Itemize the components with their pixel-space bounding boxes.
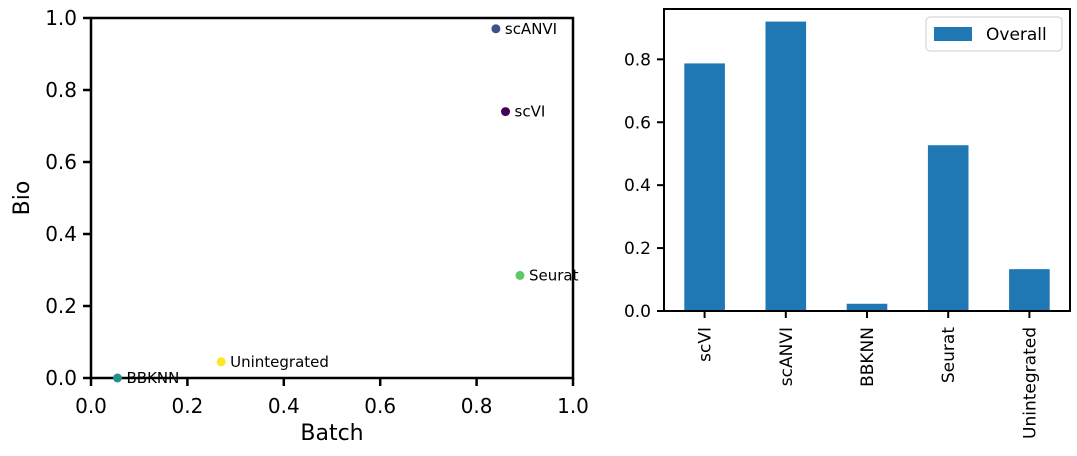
- bar-unintegrated: [1009, 269, 1050, 311]
- scatter-point-label: scVI: [515, 103, 546, 121]
- bar-bbknn: [846, 303, 888, 311]
- bar-x-tick-label: BBKNN: [858, 327, 878, 387]
- scatter-y-tick-label: 0.6: [45, 150, 77, 174]
- bar-y-tick-label: 0.2: [624, 239, 651, 259]
- legend: Overall: [925, 16, 1063, 52]
- scatter-y-tick-label: 0.4: [45, 222, 77, 246]
- bar-x-tick-label: Unintegrated: [1020, 327, 1040, 439]
- scatter-y-tick-label: 0.8: [45, 78, 77, 102]
- bar-x-tick-label: Seurat: [939, 327, 959, 383]
- scatter-x-tick-label: 0.2: [171, 394, 203, 418]
- scatter-y-tick-label: 0.0: [45, 366, 77, 390]
- bar-y-ticks: 0.0 0.2 0.4 0.6 0.8: [624, 50, 664, 322]
- scatter-x-axis-label: Batch: [300, 421, 363, 446]
- scatter-y-ticks: 0.0 0.2 0.4 0.6 0.8 1.0: [45, 6, 91, 390]
- bar-scvi: [684, 63, 725, 312]
- scatter-point-seurat: [515, 270, 525, 280]
- bar-x-tick-label: scVI: [696, 327, 716, 362]
- legend-label-overall: Overall: [986, 25, 1047, 45]
- bar-scanvi: [765, 21, 807, 311]
- bar-x-tick-label: scANVI: [777, 327, 797, 386]
- scatter-point-unintegrated: [216, 357, 226, 367]
- scatter-x-ticks: 0.0 0.2 0.4 0.6 0.8 1.0: [75, 378, 589, 418]
- scatter-x-tick-label: 0.0: [75, 394, 107, 418]
- bar-y-tick-label: 0.6: [624, 113, 651, 133]
- bar-y-tick-label: 0.4: [624, 176, 651, 196]
- scatter-point-label: Unintegrated: [230, 353, 329, 371]
- scatter-point-label: BBKNN: [127, 369, 180, 387]
- scatter-x-tick-label: 0.4: [268, 394, 300, 418]
- legend-box: [925, 16, 1063, 52]
- bar-y-tick-label: 0.8: [624, 50, 651, 70]
- scatter-plot-frame: [89, 16, 575, 380]
- bar-x-ticks: scVI scANVI BBKNN Seurat Unintegrated: [696, 311, 1040, 439]
- legend-swatch-overall: [934, 27, 972, 41]
- scatter-point-label: Seurat: [529, 266, 579, 284]
- scatter-points: scVI scANVI BBKNN Seurat Unintegrated: [113, 20, 579, 387]
- bar-panel: 0.0 0.2 0.4 0.6 0.8 scVI scANVI BBKNN Seurat Uni…: [624, 8, 1071, 439]
- bar-y-tick-label: 0.0: [624, 302, 651, 322]
- scatter-point-scanvi: [491, 24, 501, 34]
- scatter-point-bbknn: [113, 373, 123, 383]
- scatter-x-tick-label: 0.8: [461, 394, 493, 418]
- scatter-y-tick-label: 0.2: [45, 294, 77, 318]
- scatter-y-axis-label: Bio: [10, 181, 35, 216]
- scatter-y-tick-label: 1.0: [45, 6, 77, 30]
- scatter-point-scvi: [501, 107, 511, 117]
- scatter-x-tick-label: 0.6: [364, 394, 396, 418]
- bar-series-overall: [684, 21, 1050, 312]
- bar-plot-frame: [663, 8, 1071, 312]
- bar-seurat: [927, 145, 969, 311]
- scatter-panel: 0.0 0.2 0.4 0.6 0.8 1.0 0.0 0.2 0.4 0.6 0.8 1.0 sc…: [10, 6, 589, 446]
- scatter-point-label: scANVI: [505, 20, 557, 38]
- scatter-x-tick-label: 1.0: [557, 394, 589, 418]
